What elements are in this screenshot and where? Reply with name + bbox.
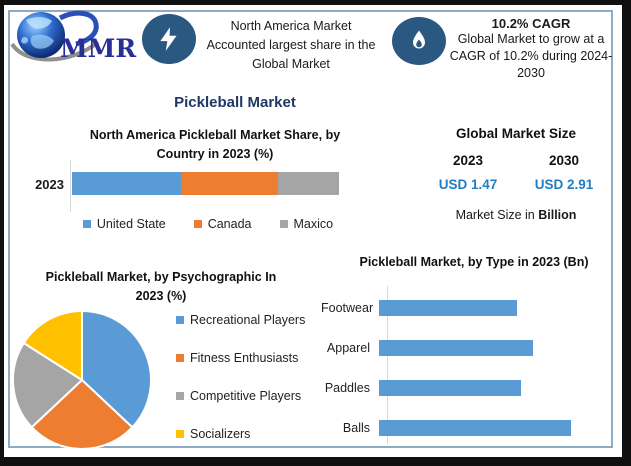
legend-item-united-state: United State (82, 217, 166, 231)
bar-apparel (379, 340, 534, 356)
pie-slice-socializers (22, 310, 83, 381)
country-share-legend: United State Canada Maxico (66, 217, 350, 231)
pie-chart-title-line1: Pickleball Market, by Psychographic In (45, 270, 277, 284)
type-chart-title: Pickleball Market, by Type in 2023 (Bn) (359, 255, 589, 269)
pie-legend: Recreational Players Fitness Enthusiasts C… (176, 313, 305, 441)
legend-marker-icon (176, 392, 184, 400)
bar-balls (379, 420, 571, 436)
value-2030: USD 2.91 (534, 177, 594, 192)
country-chart-axis-line (70, 160, 71, 212)
type-chart-axis-line (387, 286, 388, 444)
bar-segment-maxico (277, 172, 339, 195)
globe-icon (10, 10, 100, 62)
flame-badge (392, 17, 446, 65)
cagr-value: 10.2% CAGR (491, 16, 571, 31)
legend-marker-icon (176, 430, 184, 438)
legend-item-recreational-players: Recreational Players (176, 313, 305, 327)
page-title: Pickleball Market (174, 94, 296, 111)
market-size-title: Global Market Size (455, 126, 577, 141)
logo-text: MMR (60, 34, 137, 63)
year-2023-label: 2023 (452, 153, 484, 168)
legend-label: Socializers (190, 427, 251, 441)
legend-label: Maxico (293, 217, 334, 231)
country-chart-title-line1: North America Pickleball Market Share, b… (89, 128, 341, 142)
pie-chart (12, 310, 152, 450)
market-size-values: USD 1.47 USD 2.91 (420, 177, 612, 192)
cagr-line1: Global Market to grow at a (457, 32, 605, 46)
bar-category-label: Apparel (326, 341, 370, 355)
year-2030-label: 2030 (548, 153, 580, 168)
footnote-bold: Billion (538, 208, 577, 222)
market-size-footnote: Market Size in Billion (420, 208, 612, 222)
company-logo: MMR (10, 8, 145, 68)
bar-row-footwear: Footwear (321, 288, 583, 328)
bar-row-apparel: Apparel (321, 328, 583, 368)
legend-item-competitive-players: Competitive Players (176, 389, 305, 403)
bar-track (379, 380, 571, 396)
legend-marker-icon (176, 354, 184, 362)
legend-label: United State (96, 217, 166, 231)
bar-segment-canada (181, 172, 278, 195)
legend-item-canada: Canada (193, 217, 252, 231)
legend-marker-icon (176, 316, 184, 324)
cagr-line3: 2030 (517, 66, 545, 80)
left-banner-line3: Global Market (252, 57, 330, 71)
bar-category-label: Balls (342, 421, 370, 435)
bar-row-balls: Balls (321, 408, 583, 448)
pie-chart-title: Pickleball Market, by Psychographic In 2… (16, 268, 306, 306)
legend-marker-icon (193, 220, 202, 228)
cagr-line2: CAGR of 10.2% during 2024- (449, 49, 613, 63)
pie-slice-competitive-players (12, 342, 83, 429)
pie-chart-title-line2: 2023 (%) (135, 289, 187, 303)
legend-label: Recreational Players (190, 313, 306, 327)
footnote-text: Market Size in (455, 208, 539, 222)
stacked-bar (72, 172, 339, 195)
legend-marker-icon (82, 220, 91, 228)
legend-label: Fitness Enthusiasts (190, 351, 299, 365)
country-chart-title: North America Pickleball Market Share, b… (40, 126, 390, 164)
legend-marker-icon (279, 220, 288, 228)
bar-segment-united-state (72, 172, 182, 195)
legend-item-maxico: Maxico (279, 217, 334, 231)
type-bar-rows: Footwear Apparel Paddles Balls (321, 288, 583, 448)
bar-track (379, 420, 571, 436)
country-chart-title-line2: Country in 2023 (%) (156, 147, 274, 161)
legend-label: Competitive Players (190, 389, 302, 403)
pie-slice-recreational-players (81, 310, 152, 429)
right-banner-text: 10.2% CAGR Global Market to grow at a CA… (447, 16, 615, 82)
bar-row-paddles: Paddles (321, 368, 583, 408)
pie-slice-fitness-enthusiasts (30, 379, 134, 450)
flame-icon (413, 30, 425, 49)
left-banner-text: North America Market Accounted largest s… (200, 17, 382, 74)
legend-item-fitness-enthusiasts: Fitness Enthusiasts (176, 351, 305, 365)
value-2023: USD 1.47 (438, 177, 498, 192)
bar-category-label: Paddles (324, 381, 370, 395)
market-size-years: 2023 2030 (420, 153, 612, 168)
lightning-badge (142, 14, 196, 64)
legend-label: Canada (207, 217, 252, 231)
left-banner-line2: Accounted largest share in the (206, 38, 376, 52)
country-chart-ylabel: 2023 (35, 177, 64, 192)
bar-track (379, 300, 571, 316)
bar-category-label: Footwear (321, 301, 374, 315)
bar-footwear (379, 300, 517, 316)
legend-item-socializers: Socializers (176, 427, 305, 441)
left-banner-line1: North America Market (230, 19, 352, 33)
bar-track (379, 340, 571, 356)
bar-paddles (379, 380, 521, 396)
lightning-bolt-icon (160, 27, 177, 51)
